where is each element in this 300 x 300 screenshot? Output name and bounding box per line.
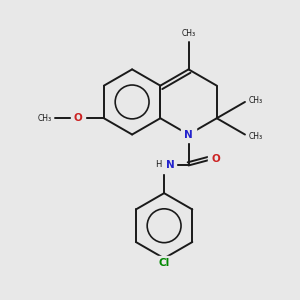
- Bar: [155, 256, 173, 271]
- Text: O: O: [211, 154, 220, 164]
- Bar: [181, 127, 196, 142]
- Bar: [208, 152, 223, 166]
- Text: O: O: [74, 112, 82, 123]
- Text: H: H: [155, 160, 161, 169]
- Bar: [152, 158, 176, 173]
- Text: CH₃: CH₃: [248, 132, 262, 141]
- Text: N: N: [184, 130, 193, 140]
- Text: Cl: Cl: [158, 258, 170, 268]
- Text: CH₃: CH₃: [182, 29, 196, 38]
- Text: CH₃: CH₃: [38, 114, 52, 123]
- Bar: [70, 112, 85, 125]
- Text: N: N: [166, 160, 175, 170]
- Text: CH₃: CH₃: [248, 96, 262, 105]
